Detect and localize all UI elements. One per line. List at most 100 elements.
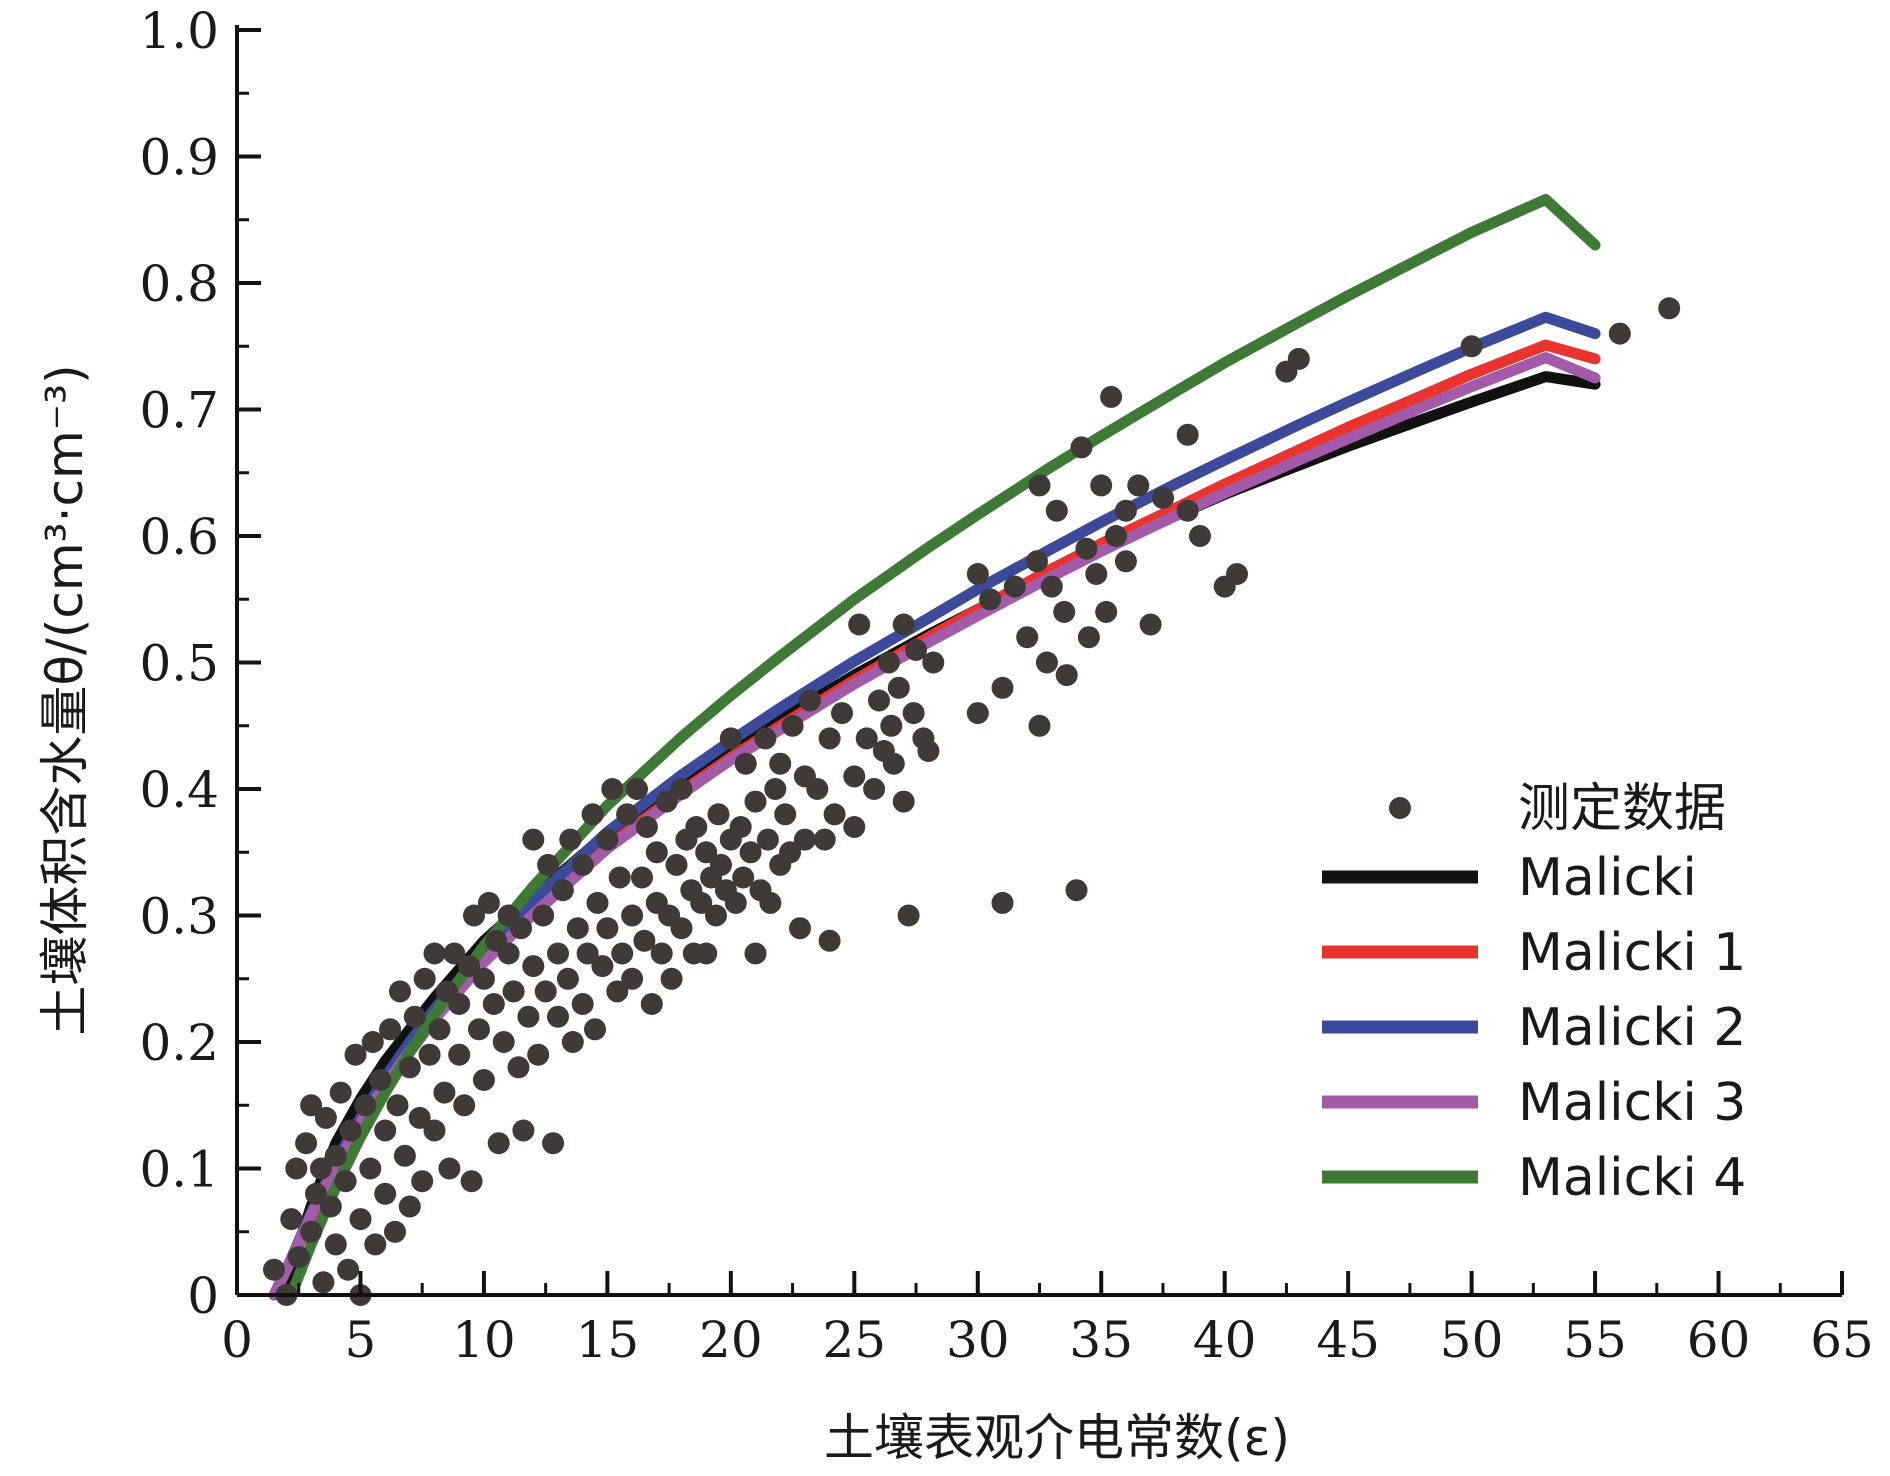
scatter-point xyxy=(584,1018,606,1041)
scatter-point xyxy=(813,828,836,851)
scatter-point xyxy=(1095,600,1118,623)
scatter-point xyxy=(769,752,792,775)
scatter-point xyxy=(487,1132,510,1155)
y-tick-label: 1.0 xyxy=(139,2,219,60)
scatter-point xyxy=(423,942,446,965)
scatter-point xyxy=(344,1043,367,1066)
scatter-point xyxy=(324,1144,347,1167)
x-tick-label: 35 xyxy=(1069,1311,1133,1369)
legend-label: Malicki xyxy=(1518,848,1697,908)
x-axis-label: 土壤表观介电常数(ε) xyxy=(824,1409,1290,1467)
scatter-point xyxy=(453,1094,476,1117)
scatter-point xyxy=(633,929,656,952)
scatter-point xyxy=(329,1081,352,1104)
scatter-point xyxy=(665,853,688,876)
scatter-point xyxy=(1003,575,1026,598)
x-tick-label: 0 xyxy=(221,1311,253,1369)
scatter-point xyxy=(1176,499,1199,522)
legend-entry: Malicki 3 xyxy=(1322,1073,1746,1133)
scatter-point xyxy=(621,967,644,990)
x-tick-label: 40 xyxy=(1193,1311,1257,1369)
scatter-point xyxy=(1028,714,1051,737)
scatter-point xyxy=(287,1246,310,1268)
scatter-point xyxy=(1085,563,1108,585)
scatter-point xyxy=(398,1056,421,1079)
scatter-point xyxy=(756,828,779,851)
legend: 测定数据 Malicki Malicki 1 Malicki 2 Malicki 3 Ma… xyxy=(1322,779,1746,1208)
scatter-point xyxy=(1127,474,1150,497)
scatter-point xyxy=(1226,563,1248,585)
scatter-point xyxy=(621,904,644,927)
scatter-point xyxy=(823,803,846,826)
scatter-point xyxy=(1045,499,1068,522)
scatter-point xyxy=(843,816,866,838)
scatter-point xyxy=(403,1005,426,1028)
scatter-point xyxy=(690,891,713,914)
scatter-point xyxy=(571,853,594,876)
legend-entry-scatter: 测定数据 xyxy=(1389,779,1726,839)
scatter-point xyxy=(818,727,841,750)
scatter-point xyxy=(497,942,520,965)
scatter-point xyxy=(774,803,797,826)
scatter-point xyxy=(922,651,945,674)
scatter-point xyxy=(626,778,648,800)
scatter-point xyxy=(576,942,599,965)
scatter-point xyxy=(369,1069,392,1091)
scatter-point xyxy=(263,1258,285,1281)
scatter-point xyxy=(364,1233,387,1256)
scatter-point xyxy=(596,917,619,940)
scatter-point xyxy=(295,1132,318,1155)
y-tick-label: 0.2 xyxy=(139,1014,219,1072)
scatter-point xyxy=(1100,385,1123,408)
legend-label: 测定数据 xyxy=(1518,779,1726,839)
scatter-point xyxy=(897,904,920,927)
scatter-point xyxy=(793,828,816,851)
scatter-point xyxy=(831,702,853,725)
scatter-point xyxy=(608,866,631,889)
legend-marker xyxy=(1389,797,1411,819)
scatter-point xyxy=(280,1208,303,1231)
scatter-point xyxy=(1040,575,1063,598)
scatter-point xyxy=(547,942,569,965)
scatter-point xyxy=(1026,550,1048,573)
scatter-point xyxy=(379,1018,402,1041)
scatter-point xyxy=(1016,626,1039,649)
scatter-point xyxy=(744,790,767,813)
scatter-point xyxy=(843,765,866,788)
legend-label: Malicki 3 xyxy=(1518,1073,1746,1133)
scatter-point xyxy=(640,993,663,1015)
scatter-point xyxy=(1105,525,1127,547)
x-tick-label: 15 xyxy=(576,1311,640,1369)
x-tick-label: 30 xyxy=(946,1311,1010,1369)
scatter-point xyxy=(887,676,910,699)
scatter-point xyxy=(512,1119,535,1142)
scatter-point xyxy=(571,993,594,1015)
x-tick-label: 5 xyxy=(345,1311,377,1369)
scatter-point xyxy=(685,816,708,838)
scatter-point xyxy=(586,891,609,914)
scatter-point xyxy=(349,1208,372,1231)
y-tick-label: 0.6 xyxy=(139,508,219,566)
x-tick-label: 60 xyxy=(1687,1311,1751,1369)
scatter-point xyxy=(510,917,532,940)
scatter-point xyxy=(1114,499,1137,522)
scatter-point xyxy=(482,993,505,1015)
scatter-point xyxy=(1287,347,1310,370)
scatter-point xyxy=(759,891,782,914)
scatter-point xyxy=(310,1157,332,1180)
scatter-point xyxy=(361,1031,384,1053)
scatter-point xyxy=(905,638,927,661)
scatter-point xyxy=(527,1043,550,1066)
scatter-point xyxy=(389,980,411,1003)
legend-entry: Malicki 1 xyxy=(1322,923,1746,983)
scatter-point xyxy=(522,955,545,978)
scatter-point xyxy=(729,816,752,838)
scatter-point xyxy=(880,714,903,737)
x-tick-label: 10 xyxy=(452,1311,516,1369)
scatter-point xyxy=(522,828,545,851)
scatter-point xyxy=(492,1031,515,1053)
series-line-malicki-4 xyxy=(285,194,1601,1301)
scatter-point xyxy=(517,1005,540,1028)
scatter-point xyxy=(337,1258,360,1281)
scatter-point xyxy=(650,942,673,965)
